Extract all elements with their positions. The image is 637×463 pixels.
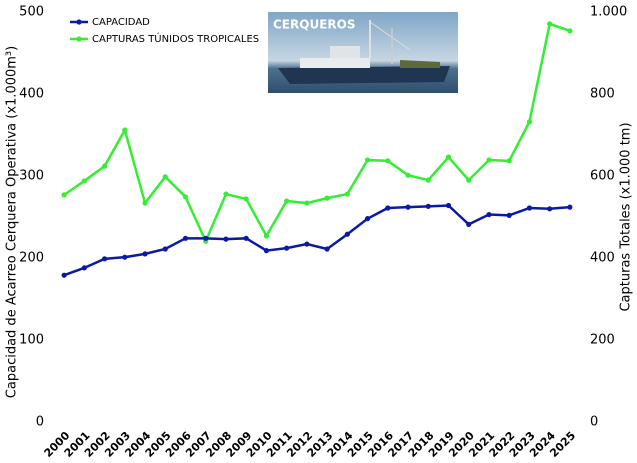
point [385,205,391,211]
point [263,248,270,254]
y2-tick-label: 600 [590,169,615,184]
point [101,256,108,262]
point [547,206,553,212]
point [506,212,512,218]
y2-axis-title: Capturas Totales (x1.000 tm) [619,122,634,311]
point [364,157,371,163]
point [243,196,249,202]
point [304,200,310,206]
point [567,28,573,34]
point [61,272,67,278]
y-tick-label: 400 [19,87,44,102]
legend-marker [76,36,82,42]
point [122,127,128,133]
legend-label: CAPTURAS TÚNIDOS TROPICALES [92,32,259,45]
point [142,251,148,257]
y-tick-label: 0 [36,415,44,430]
point [162,174,168,180]
point [203,235,209,241]
point [486,157,492,163]
point [486,211,492,218]
point [364,216,371,222]
point [182,194,189,200]
point [344,231,350,237]
y-tick-label: 500 [19,5,44,20]
point [284,245,290,251]
point [61,192,67,198]
y-tick-label: 200 [19,251,44,266]
point [162,246,168,252]
point [547,21,553,27]
y-axis-title: Capacidad de Acarreo Cerquera Operativa … [5,46,20,398]
point [567,204,573,210]
point [81,178,87,184]
point [425,177,431,183]
point [223,236,229,242]
image-caption: CERQUEROS [273,18,355,32]
point [526,205,533,211]
point [223,191,229,197]
point [344,191,350,197]
point [142,200,148,206]
point [304,241,310,247]
point [506,158,512,164]
series-line [63,22,571,245]
point [101,163,108,169]
point [466,177,472,183]
point [526,119,533,125]
point [243,235,249,241]
y2-tick-label: 400 [590,251,615,266]
y2-tick-label: 1.000 [590,5,627,20]
point [425,203,431,209]
series-line [63,204,570,277]
point [385,158,391,164]
point [284,198,290,204]
photo [268,12,458,93]
y2-tick-label: 0 [590,415,598,430]
point [466,221,472,227]
point [405,172,411,178]
point [182,235,189,241]
point [445,202,452,209]
legend-label: CAPACIDAD [92,17,150,28]
point [324,246,330,252]
point [81,265,87,271]
y2-tick-label: 800 [590,87,615,102]
legend-marker [76,19,82,25]
point [405,204,411,210]
point [122,254,128,260]
y-tick-label: 300 [19,169,44,184]
y-tick-label: 100 [19,333,44,348]
point [445,154,452,160]
y2-tick-label: 200 [590,333,615,348]
point [324,195,330,201]
point [263,233,270,239]
